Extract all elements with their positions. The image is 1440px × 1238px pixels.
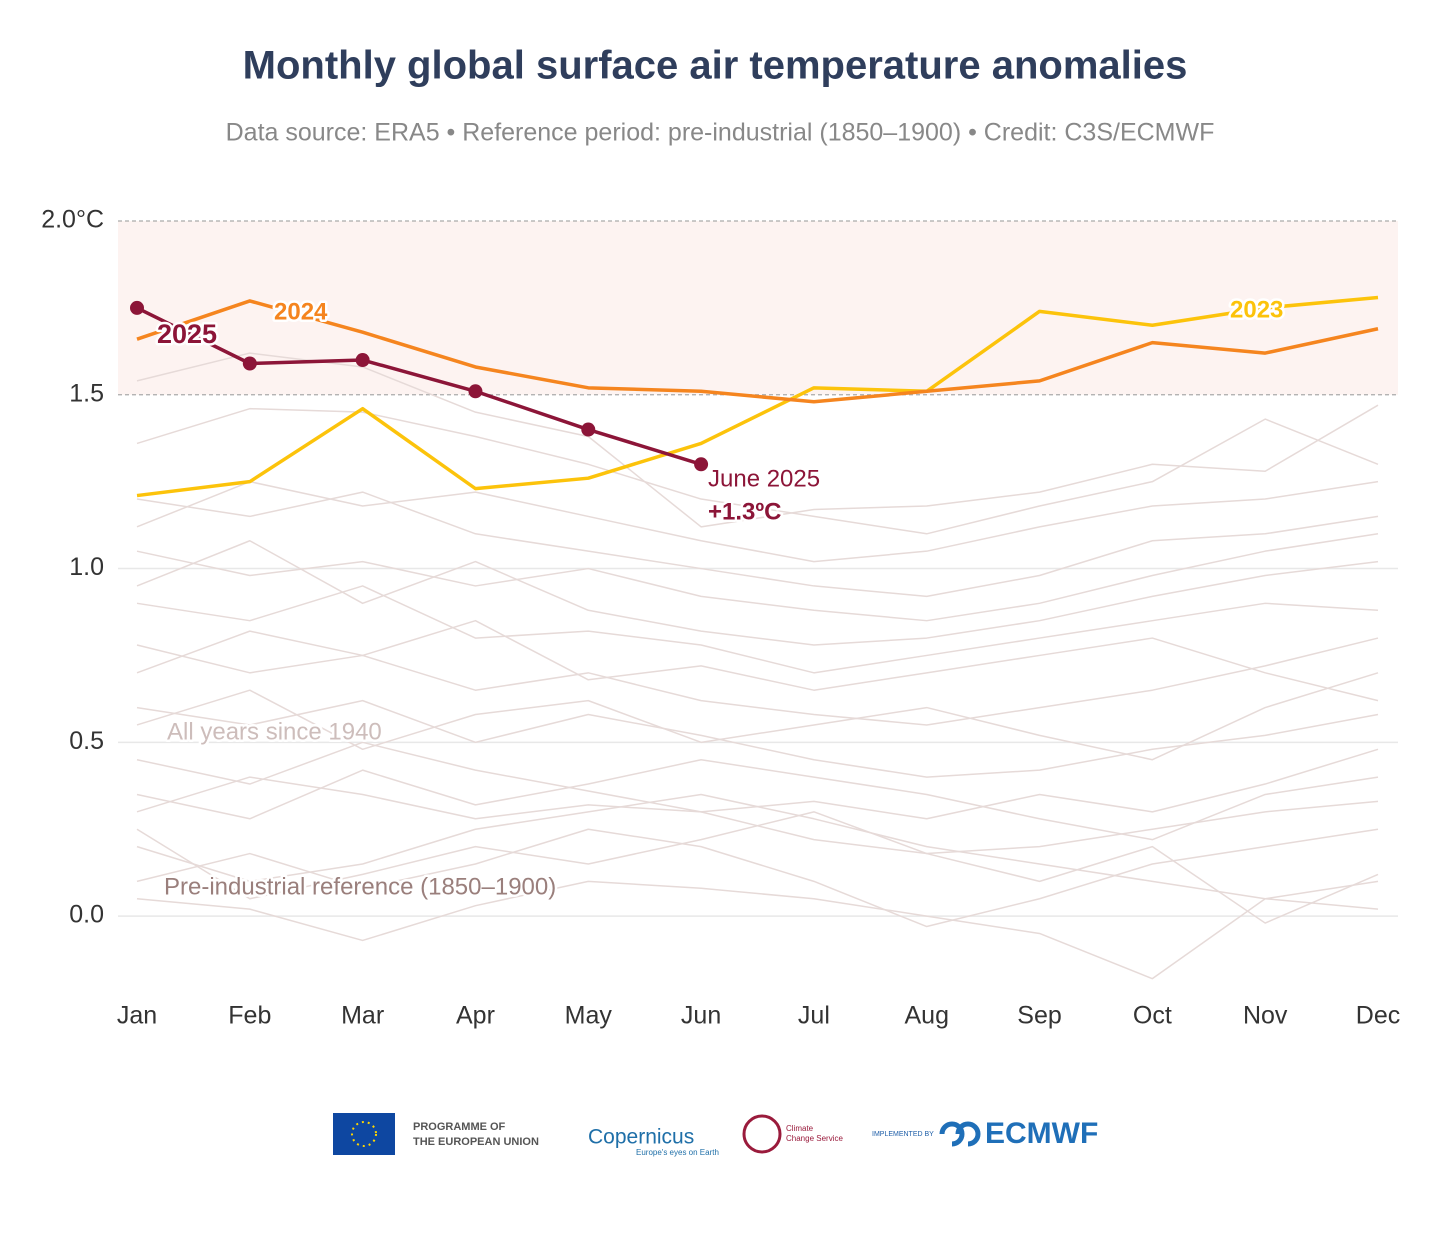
x-tick-label: Jul [798,1002,830,1030]
x-tick-label: Apr [456,1002,495,1030]
eu-text: PROGRAMME OF [413,1121,506,1133]
x-tick-label: Dec [1356,1002,1400,1030]
background-line [136,491,1379,598]
background-line [136,540,1379,646]
background-line [136,407,1379,535]
series-line [136,306,702,466]
series-line [136,295,1379,498]
c3s-text: Change Service [786,1134,843,1143]
y-tick-label: 1.5 [69,379,104,407]
y-tick-label: 1.0 [69,553,104,581]
background-line [136,585,1379,674]
eu-flag [333,1113,395,1155]
series-line [136,299,1379,404]
y-tick-label: 0.0 [69,901,104,929]
x-tick-label: Mar [341,1002,384,1030]
background-line [136,811,1379,924]
annotation: Pre-industrial reference (1850–1900) [164,873,556,900]
chart-subtitle: Data source: ERA5 • Reference period: pr… [226,119,1215,147]
series-marker [694,457,709,472]
y-tick-label: 2.0°C [41,206,104,234]
footer: PROGRAMME OF THE EUROPEAN UNION Copernic… [333,1113,1098,1157]
implemented-text: IMPLEMENTED BY [872,1131,934,1138]
chart-title: Monthly global surface air temperature a… [243,44,1188,88]
plot: 0.0 0.5 1.0 1.5 2.0°C Jan Feb Mar Apr May Jun Jul Au… [41,206,1400,1030]
background-line [136,776,1379,855]
background-line [136,480,1379,563]
background-line [136,672,1379,761]
background-line [136,758,1379,841]
y-tick-label: 0.5 [69,727,104,755]
series-label: 2024 [274,298,328,325]
background-line [136,533,1379,622]
annotation: All years since 1940 [167,718,382,745]
series-marker [581,422,596,437]
series-marker [468,384,483,399]
series-label: 2023 [1230,296,1283,323]
x-tick-label: Oct [1133,1002,1172,1030]
eu-stars [351,1121,377,1147]
background-line [136,828,1379,928]
background-line [136,880,1379,980]
x-tick-label: Aug [904,1002,948,1030]
eu-text: THE EUROPEAN UNION [413,1136,539,1148]
x-tick-label: Sep [1017,1002,1061,1030]
x-tick-label: Nov [1243,1002,1288,1030]
x-tick-label: Jun [681,1002,721,1030]
copernicus-logo: Copernicus [588,1126,694,1149]
x-tick-label: May [565,1002,613,1030]
series-marker [130,300,144,315]
background-line [136,637,1379,726]
shaded-band [118,221,1398,395]
background-line [136,352,1379,528]
annotation: June 2025 [708,465,820,492]
background-line [136,699,1379,778]
copernicus-tagline: Europe's eyes on Earth [636,1148,719,1157]
series-label: 2025 [157,319,217,349]
series-marker [355,353,370,368]
series-marker [242,356,257,371]
annotation: +1.3ºC [708,498,781,525]
ecmwf-icon [939,1121,981,1147]
x-tick-label: Feb [228,1002,271,1030]
ecmwf-logo: ECMWF [985,1117,1098,1150]
background-line [136,741,1379,820]
x-tick-label: Jan [117,1002,157,1030]
c3s-text: Climate [786,1124,814,1133]
background-line [136,619,1379,702]
c3s-icon [742,1114,782,1154]
